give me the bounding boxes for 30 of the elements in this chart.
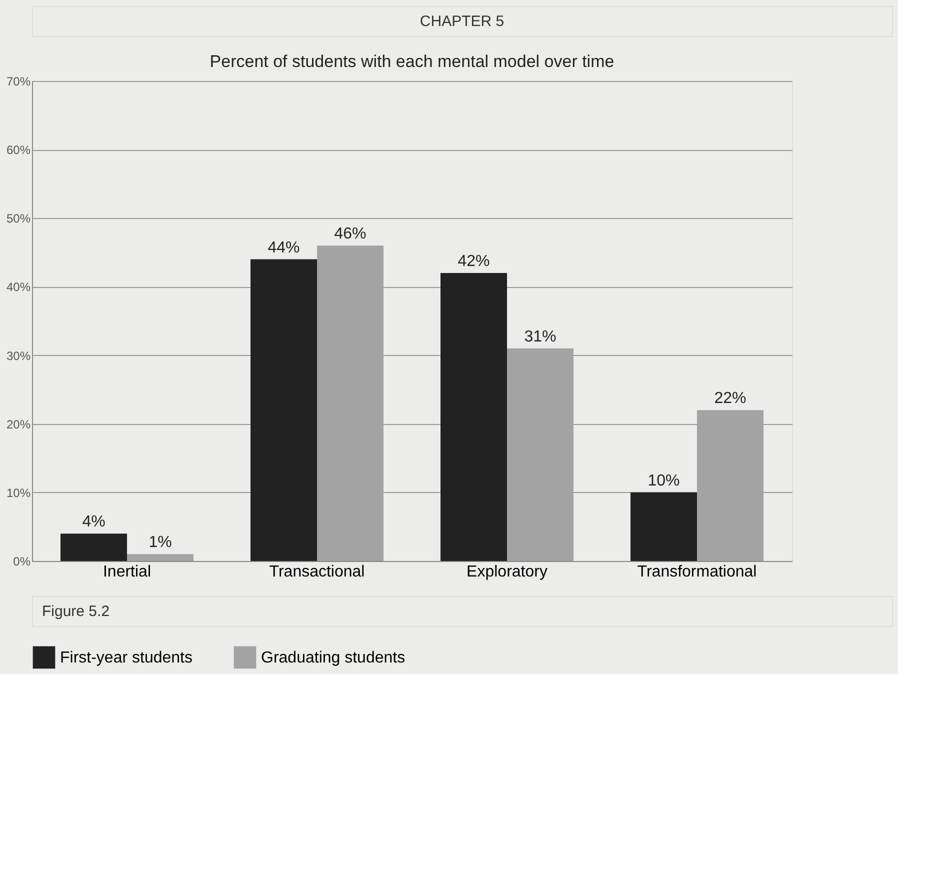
y-tick-label: 70% — [6, 74, 31, 88]
y-tick-label: 20% — [6, 417, 31, 432]
data-label: 10% — [648, 472, 680, 490]
legend-label: First-year students — [60, 649, 192, 666]
bar — [250, 259, 317, 561]
data-label: 44% — [268, 239, 300, 256]
x-tick-label: Exploratory — [466, 564, 548, 580]
data-label: 1% — [148, 534, 172, 552]
bar — [630, 492, 697, 561]
caption: Figure 5.2 — [42, 603, 110, 620]
x-tick-label: Inertial — [102, 564, 152, 580]
text: CHAPTER 5 — [420, 13, 504, 30]
y-tick-label: 50% — [6, 212, 31, 226]
data-label: 46% — [334, 226, 366, 243]
bar — [127, 554, 194, 561]
data-label: 4% — [82, 514, 106, 531]
y-tick-label: 60% — [6, 143, 31, 158]
bar — [440, 273, 507, 561]
y-tick-label: 30% — [6, 348, 31, 363]
legend-label: Graduating students — [261, 649, 406, 666]
y-tick-label: 40% — [6, 280, 31, 294]
x-tick-label: Transformational — [637, 564, 757, 580]
y-tick-label: 10% — [6, 486, 31, 500]
data-label: 31% — [524, 328, 556, 346]
bar — [60, 534, 127, 561]
x-tick-label: Transactional — [269, 564, 365, 580]
chart-title: Percent of students with each mental model over time — [210, 52, 614, 71]
y-tick-label: 0% — [13, 554, 31, 568]
data-label: 42% — [458, 253, 490, 270]
data-label: 22% — [714, 390, 746, 408]
